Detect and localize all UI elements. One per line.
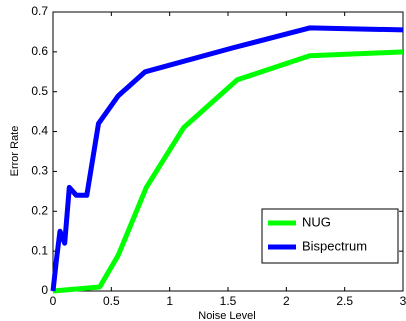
y-tick-label: 0.4	[31, 124, 48, 138]
x-tick-label: 2	[283, 294, 290, 308]
x-tick-label: 3	[400, 294, 406, 308]
x-tick-label: 2.5	[336, 294, 353, 308]
y-tick-label: 0.1	[31, 243, 48, 257]
legend-label: Bispectrum	[302, 238, 367, 253]
x-axis-label: Noise Level	[198, 310, 255, 321]
series-line	[50, 25, 404, 292]
series-line	[52, 49, 404, 294]
y-axis-label: Error Rate	[9, 126, 21, 177]
y-tick-label: 0.2	[31, 203, 48, 217]
y-tick-label: 0.7	[31, 4, 48, 18]
legend: NUG Bispectrum	[261, 208, 399, 264]
legend-label: NUG	[302, 214, 331, 229]
y-tick-label: 0	[41, 283, 48, 297]
x-tick-label: 1.5	[220, 294, 237, 308]
legend-box	[261, 208, 399, 264]
y-tick-label: 0.6	[31, 44, 48, 58]
x-tick-label: 0.5	[103, 294, 120, 308]
y-tick-label: 0.3	[31, 164, 48, 178]
x-tick-label: 1	[166, 294, 173, 308]
y-tick-label: 0.5	[31, 84, 48, 98]
x-tick-label: 0	[50, 294, 57, 308]
